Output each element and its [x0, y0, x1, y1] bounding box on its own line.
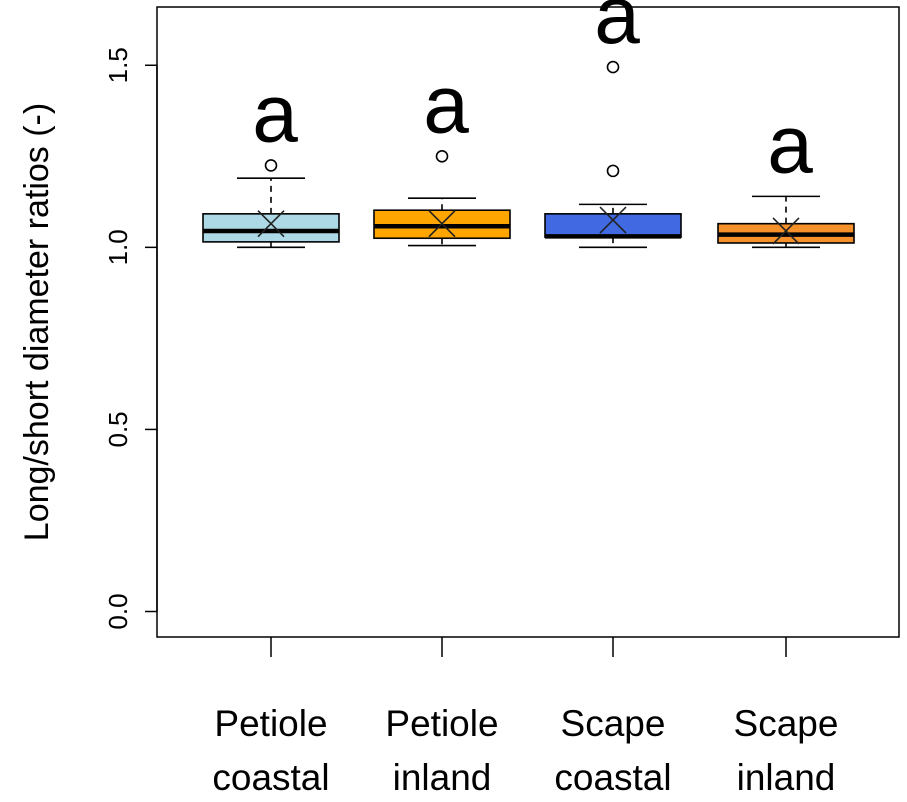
- box-group: a: [544, 0, 682, 249]
- significance-letter: a: [252, 68, 298, 159]
- x-tick-label-line1: Scape: [561, 703, 666, 744]
- x-tick-label-line2: coastal: [212, 757, 329, 798]
- x-tick-label-line2: inland: [393, 757, 492, 798]
- y-tick-label: 0.5: [103, 411, 133, 447]
- outlier-point: [606, 164, 620, 178]
- mean-marker: [257, 210, 285, 238]
- x-tick-label-line1: Petiole: [385, 703, 498, 744]
- mean-marker: [772, 217, 800, 245]
- box-iqr: [544, 213, 682, 238]
- y-axis-label: Long/short diameter ratios (-): [18, 103, 56, 541]
- outlier-point: [435, 150, 449, 163]
- boxes-group: a a a a: [202, 0, 855, 249]
- y-tick-label: 0.0: [103, 593, 133, 629]
- x-tick-label-line2: inland: [737, 757, 836, 798]
- box-group: a: [717, 99, 855, 249]
- y-tick-label: 1.5: [103, 47, 133, 83]
- significance-letter: a: [767, 99, 813, 190]
- box-group: a: [202, 68, 340, 249]
- x-tick-label-line1: Scape: [734, 703, 839, 744]
- box-group: a: [373, 59, 511, 247]
- box-iqr: [202, 213, 340, 243]
- y-axis: 0.0 0.5 1.0 1.5: [103, 47, 158, 630]
- significance-letter: a: [594, 0, 640, 61]
- mean-marker: [428, 210, 456, 238]
- x-tick-label-line1: Petiole: [214, 703, 327, 744]
- outlier-point: [606, 60, 620, 74]
- outlier-point: [264, 159, 278, 172]
- significance-letter: a: [423, 59, 469, 150]
- y-tick-label: 1.0: [103, 229, 133, 265]
- x-tick-label-line2: coastal: [554, 757, 671, 798]
- mean-marker: [599, 206, 627, 234]
- x-axis: Petiole coastal Petiole inland Scape coastal S…: [212, 637, 838, 798]
